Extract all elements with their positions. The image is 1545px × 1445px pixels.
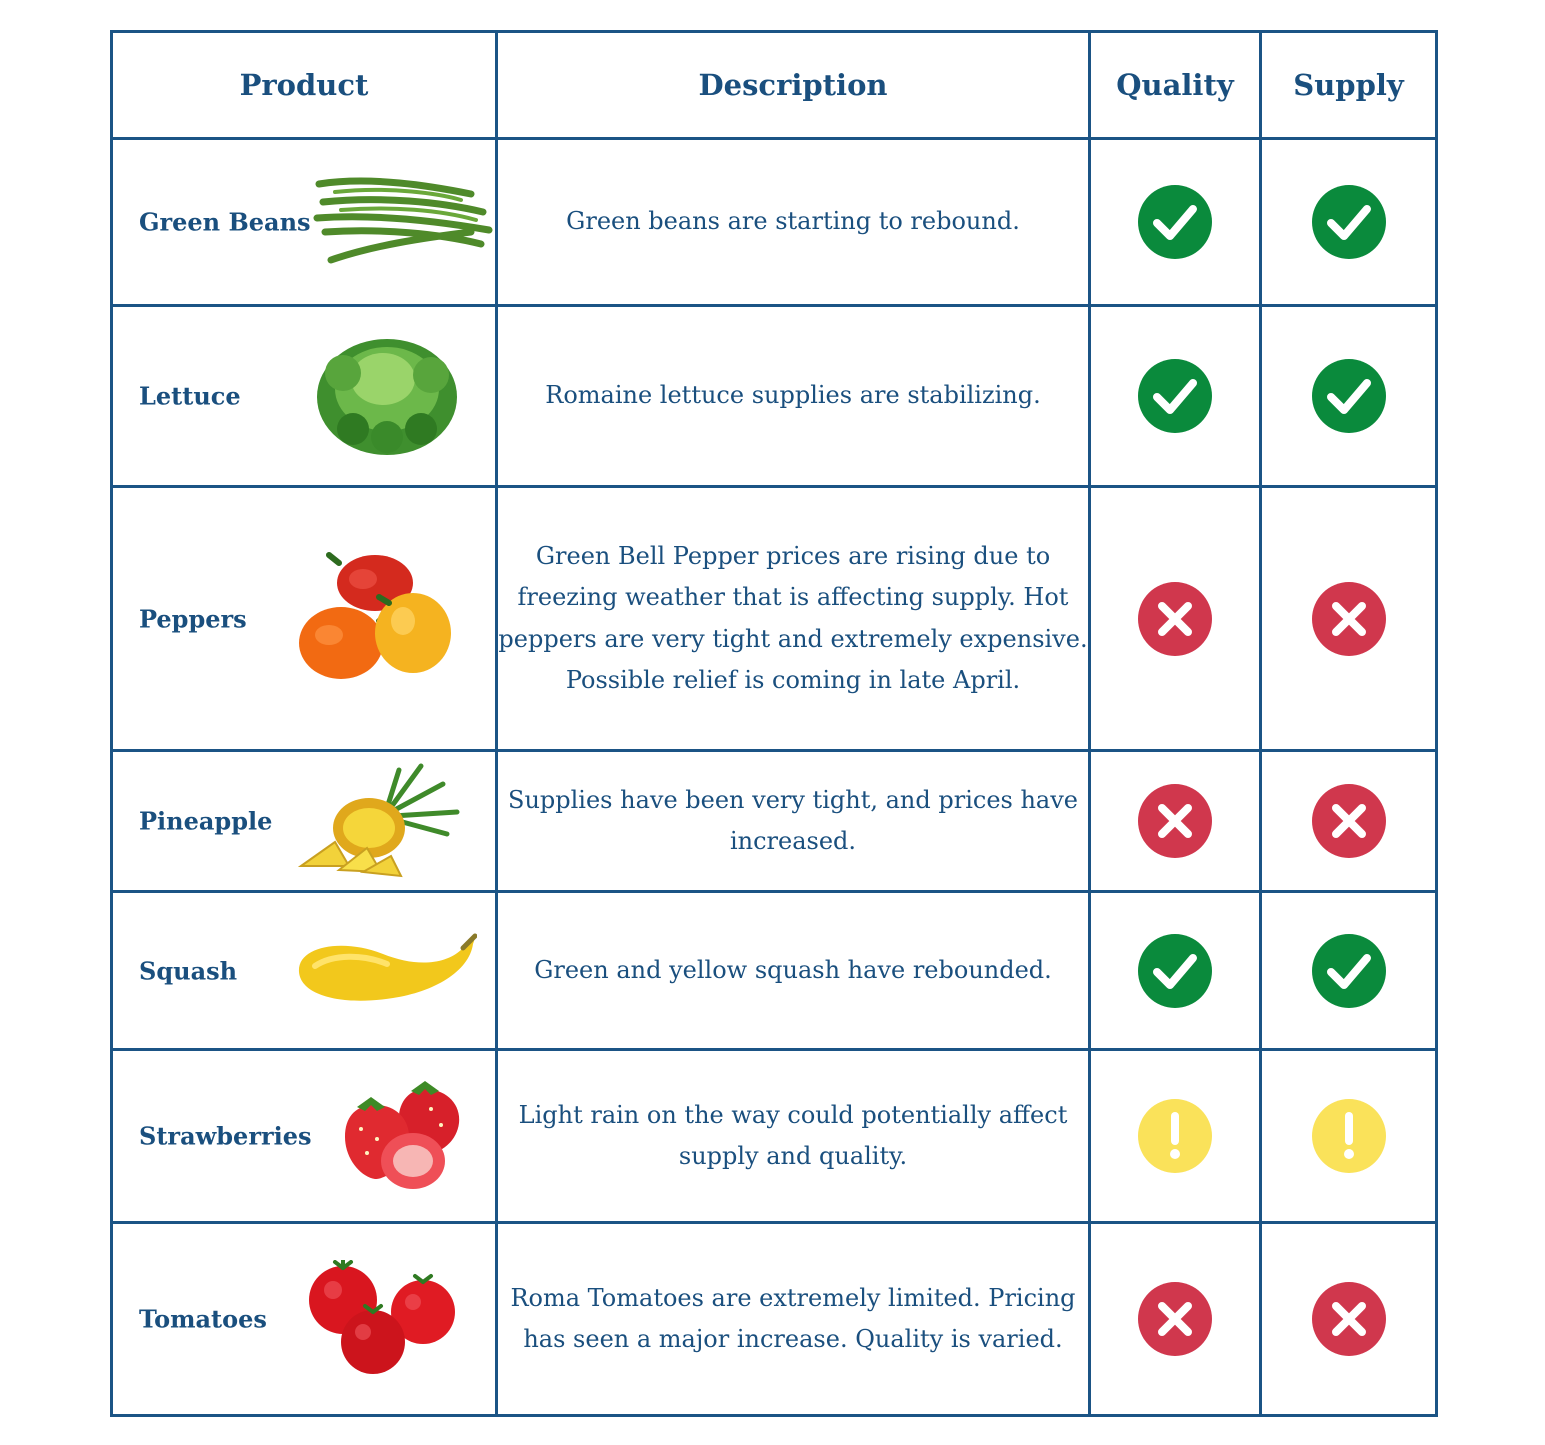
quality-status [1088,485,1262,752]
supply-status [1259,485,1438,752]
product-name: Lettuce [139,381,241,411]
quality-status [1088,304,1262,488]
produce-report-table: Product Description Quality Supply Green… [110,30,1438,1417]
quality-status [1088,137,1262,307]
check-icon [1311,933,1386,1008]
product-cell: Green Beans [110,137,498,307]
header-row: Product Description Quality Supply [110,30,1438,140]
supply-status [1259,749,1438,893]
description-cell: Supplies have been very tight, and price… [495,749,1091,893]
table-row: Peppers Green Bell Pepper prices are ris… [110,485,1438,752]
description-cell: Romaine lettuce supplies are stabilizing… [495,304,1091,488]
x-icon [1138,1282,1212,1356]
table-row: Lettuce Romaine lettuce supplies are sta… [110,304,1438,488]
supply-status [1259,1048,1438,1224]
supply-status [1259,890,1438,1051]
product-cell: Pineapple [110,749,498,893]
x-icon [1311,784,1386,858]
quality-status [1088,1221,1262,1417]
product-name: Tomatoes [139,1304,267,1334]
description-cell: Roma Tomatoes are extremely limited. Pri… [495,1221,1091,1417]
table-row: Pineapple Supplies have been very tight,… [110,749,1438,893]
peppers-image [299,551,451,679]
product-name: Strawberries [139,1121,312,1151]
product-name: Green Beans [139,207,311,237]
x-icon [1311,581,1386,656]
check-icon [1311,359,1386,433]
x-icon [1311,1282,1386,1356]
description-cell: Green and yellow squash have rebounded. [495,890,1091,1051]
supply-status [1259,1221,1438,1417]
table-row: Green Beans Green beans are starti [110,137,1438,307]
quality-status [1088,749,1262,893]
table-row: Strawberries Light rain on the way could… [110,1048,1438,1224]
product-name: Squash [139,956,238,985]
check-icon [1138,185,1212,259]
description-cell: Light rain on the way could potentially … [495,1048,1091,1224]
product-cell: Tomatoes [110,1221,498,1417]
squash-image [298,933,477,1001]
pineapple-image [297,763,460,878]
header-supply: Supply [1259,30,1438,140]
exclamation-icon [1138,1099,1212,1173]
lettuce-image [317,339,457,455]
supply-status [1259,137,1438,307]
strawberries-image [345,1081,460,1189]
product-cell: Strawberries [110,1048,498,1224]
quality-status [1088,1048,1262,1224]
description-cell: Green Bell Pepper prices are rising due … [495,485,1091,752]
green-beans-image [313,177,493,264]
product-name: Pineapple [139,806,273,836]
table-row: Tomatoes Roma Tomatoes are extremely lim… [110,1221,1438,1417]
check-icon [1311,185,1386,259]
tomatoes-image [309,1260,455,1374]
product-cell: Lettuce [110,304,498,488]
quality-status [1088,890,1262,1051]
product-name: Peppers [139,604,247,633]
product-cell: Peppers [110,485,498,752]
header-product: Product [110,30,498,140]
check-icon [1138,933,1212,1008]
product-cell: Squash [110,890,498,1051]
x-icon [1138,784,1212,858]
description-cell: Green beans are starting to rebound. [495,137,1091,307]
x-icon [1138,581,1212,656]
supply-status [1259,304,1438,488]
header-quality: Quality [1088,30,1262,140]
check-icon [1138,359,1212,433]
header-description: Description [495,30,1091,140]
table-row: Squash Green and yellow squash have rebo… [110,890,1438,1051]
exclamation-icon [1311,1099,1386,1173]
